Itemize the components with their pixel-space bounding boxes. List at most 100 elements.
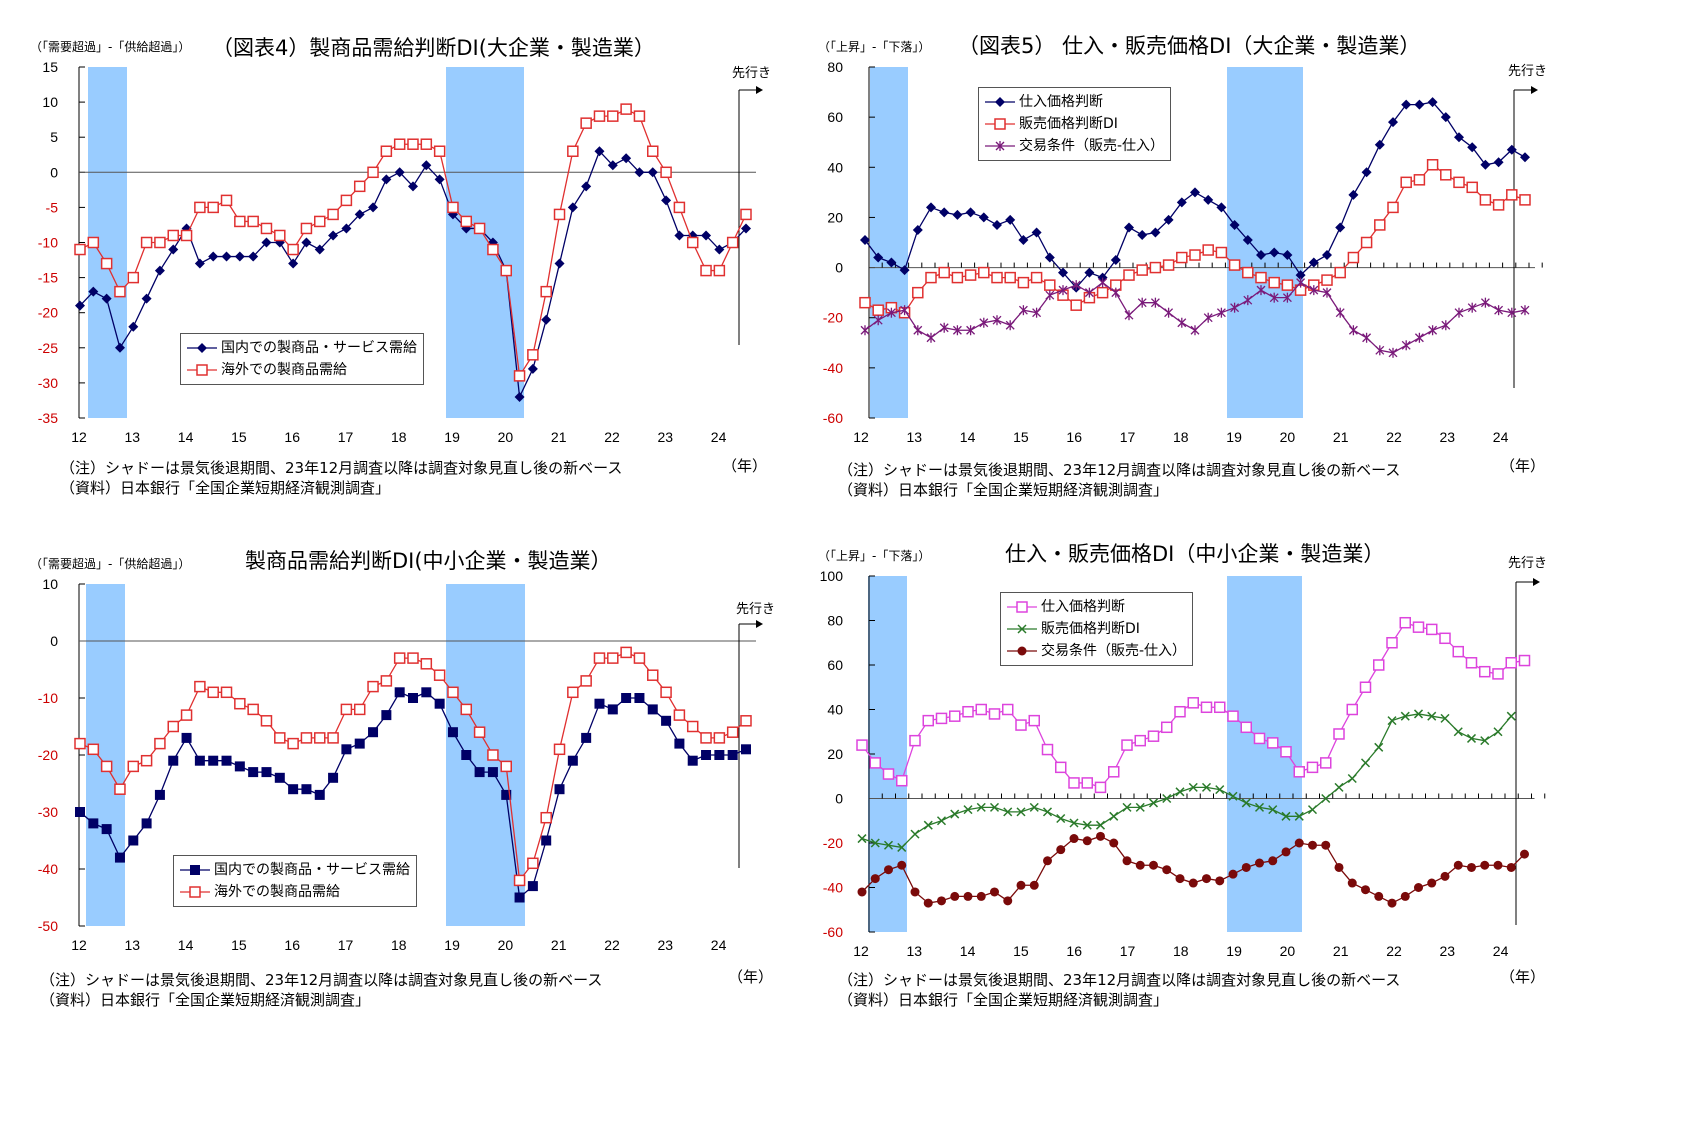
legend-label: 仕入価格判断 bbox=[1019, 94, 1103, 110]
legend-marker-icon bbox=[985, 118, 1015, 130]
chart-title: 製商品需給判断DI(中小企業・製造業） bbox=[245, 549, 612, 573]
x-tick-label: 24 bbox=[1493, 429, 1509, 445]
x-tick-label: 20 bbox=[1280, 429, 1296, 445]
chart-legend: 仕入価格判断 販売価格判断DI 交易条件（販売-仕入） bbox=[978, 87, 1172, 161]
x-tick-label: 12 bbox=[71, 429, 87, 445]
legend-marker-icon bbox=[180, 865, 210, 875]
unit-label: （「上昇」-「下落」） bbox=[818, 549, 931, 563]
recession-shading bbox=[1227, 67, 1303, 418]
legend-marker-icon bbox=[180, 886, 210, 898]
x-tick-label: 13 bbox=[125, 937, 141, 953]
footnote: （注）シャドーは景気後退期間、23年12月調査以降は調査対象見直し後の新ベース … bbox=[40, 970, 602, 1010]
x-tick-label: 24 bbox=[1493, 943, 1509, 959]
x-tick-label: 16 bbox=[284, 429, 300, 445]
legend-marker-icon bbox=[187, 364, 217, 376]
note-text: （注）シャドーは景気後退期間、23年12月調査以降は調査対象見直し後の新ベース bbox=[838, 461, 1401, 479]
series-diamond-filled bbox=[860, 97, 1530, 293]
x-tick-label: 22 bbox=[604, 429, 620, 445]
x-tick-label: 15 bbox=[231, 937, 247, 953]
chart-title: 仕入・販売価格DI（中小企業・製造業） bbox=[1005, 542, 1385, 566]
x-tick-label: 15 bbox=[1013, 943, 1029, 959]
y-tick-label: 60 bbox=[827, 657, 843, 673]
x-tick-label: 21 bbox=[1333, 429, 1349, 445]
legend-label: 国内での製商品・サービス需給 bbox=[214, 862, 410, 878]
y-tick-label: -5 bbox=[46, 199, 59, 215]
legend-item: 海外での製商品需給 bbox=[180, 881, 410, 903]
y-tick-label: 0 bbox=[835, 260, 843, 276]
y-tick-label: -20 bbox=[823, 835, 843, 851]
y-tick-label: -60 bbox=[823, 924, 843, 940]
y-tick-label: -20 bbox=[38, 305, 58, 321]
series-x bbox=[857, 709, 1516, 852]
legend-marker-icon bbox=[187, 343, 217, 353]
note-text: （注）シャドーは景気後退期間、23年12月調査以降は調査対象見直し後の新ベース bbox=[40, 971, 603, 989]
series-square-open bbox=[74, 103, 752, 382]
x-axis-unit: （年） bbox=[1500, 968, 1546, 986]
x-tick-label: 21 bbox=[1333, 943, 1349, 959]
unit-label: （「需要超過」-「供給超過」） bbox=[30, 40, 191, 54]
legend-item: 仕入価格判断 bbox=[1007, 596, 1186, 618]
series-asterisk bbox=[860, 277, 1530, 358]
y-tick-label: 10 bbox=[42, 576, 58, 592]
series-square-open bbox=[856, 616, 1531, 794]
y-tick-label: 60 bbox=[827, 109, 843, 125]
x-tick-label: 13 bbox=[125, 429, 141, 445]
x-tick-label: 18 bbox=[391, 429, 407, 445]
x-tick-label: 19 bbox=[1226, 429, 1242, 445]
y-tick-label: 80 bbox=[827, 59, 843, 75]
y-tick-label: 0 bbox=[835, 791, 843, 807]
y-tick-label: 20 bbox=[827, 746, 843, 762]
forward-label: 先行き bbox=[1508, 64, 1548, 79]
footnote: （注）シャドーは景気後退期間、23年12月調査以降は調査対象見直し後の新ベース … bbox=[838, 460, 1400, 500]
y-tick-label: -30 bbox=[38, 375, 58, 391]
chart-panel-large-prices: （「上昇」-「下落」） （図表5） 仕入・販売価格DI（大企業・製造業） 80 6… bbox=[0, 0, 1687, 520]
chart-legend: 国内での製商品・サービス需給 海外での製商品需給 bbox=[180, 333, 424, 385]
x-tick-label: 14 bbox=[960, 943, 976, 959]
legend-label: 仕入価格判断 bbox=[1041, 599, 1125, 615]
unit-label: （「需要超過」-「供給超過」） bbox=[30, 557, 191, 571]
x-tick-label: 14 bbox=[960, 429, 976, 445]
y-tick-label: 100 bbox=[820, 568, 844, 584]
x-tick-label: 15 bbox=[231, 429, 247, 445]
y-tick-label: 5 bbox=[50, 129, 58, 145]
chart-title: （図表4）製商品需給判断DI(大企業・製造業） bbox=[212, 36, 655, 60]
y-tick-label: -40 bbox=[38, 861, 58, 877]
x-tick-label: 24 bbox=[711, 937, 727, 953]
legend-label: 販売価格判断DI bbox=[1041, 621, 1140, 637]
legend-label: 交易条件（販売-仕入） bbox=[1019, 138, 1165, 154]
x-axis-unit: （年） bbox=[728, 968, 774, 986]
y-tick-label: 0 bbox=[50, 633, 58, 649]
x-tick-label: 20 bbox=[498, 937, 514, 953]
y-tick-label: -20 bbox=[38, 747, 58, 763]
x-tick-label: 18 bbox=[1173, 943, 1189, 959]
legend-label: 国内での製商品・サービス需給 bbox=[221, 340, 417, 356]
y-tick-label: -30 bbox=[38, 804, 58, 820]
y-tick-label: 10 bbox=[42, 94, 58, 110]
forward-label: 先行き bbox=[1508, 556, 1548, 571]
x-tick-label: 19 bbox=[444, 429, 460, 445]
legend-marker-icon bbox=[1007, 624, 1037, 634]
y-tick-label: 40 bbox=[827, 159, 843, 175]
legend-item: 交易条件（販売-仕入） bbox=[1007, 640, 1186, 662]
unit-label: （「上昇」-「下落」） bbox=[818, 40, 931, 54]
legend-marker-icon bbox=[1007, 601, 1037, 613]
y-tick-label: -15 bbox=[38, 270, 58, 286]
x-tick-label: 17 bbox=[1120, 429, 1136, 445]
x-tick-label: 23 bbox=[1440, 429, 1456, 445]
chart-panel-small-demand: （「需要超過」-「供給超過」） 製商品需給判断DI(中小企業・製造業） 10 0 -… bbox=[0, 0, 820, 1127]
y-tick-label: -60 bbox=[823, 410, 843, 426]
x-tick-label: 13 bbox=[907, 943, 923, 959]
recession-shading bbox=[870, 67, 908, 418]
series-square-open bbox=[74, 646, 752, 887]
legend-marker-icon bbox=[985, 141, 1015, 151]
legend-item: 国内での製商品・サービス需給 bbox=[180, 859, 410, 881]
chart-legend: 仕入価格判断 販売価格判断DI 交易条件（販売-仕入） bbox=[1000, 592, 1194, 666]
note-text: （注）シャドーは景気後退期間、23年12月調査以降は調査対象見直し後の新ベース bbox=[838, 971, 1401, 989]
legend-item: 仕入価格判断 bbox=[985, 91, 1164, 113]
chart-legend: 国内での製商品・サービス需給海外での製商品需給 bbox=[173, 855, 417, 907]
y-tick-label: 0 bbox=[50, 164, 58, 180]
source-text: （資料）日本銀行「全国企業短期経済観測調査」 bbox=[40, 991, 371, 1009]
x-tick-label: 12 bbox=[853, 429, 869, 445]
x-tick-label: 16 bbox=[1066, 943, 1082, 959]
